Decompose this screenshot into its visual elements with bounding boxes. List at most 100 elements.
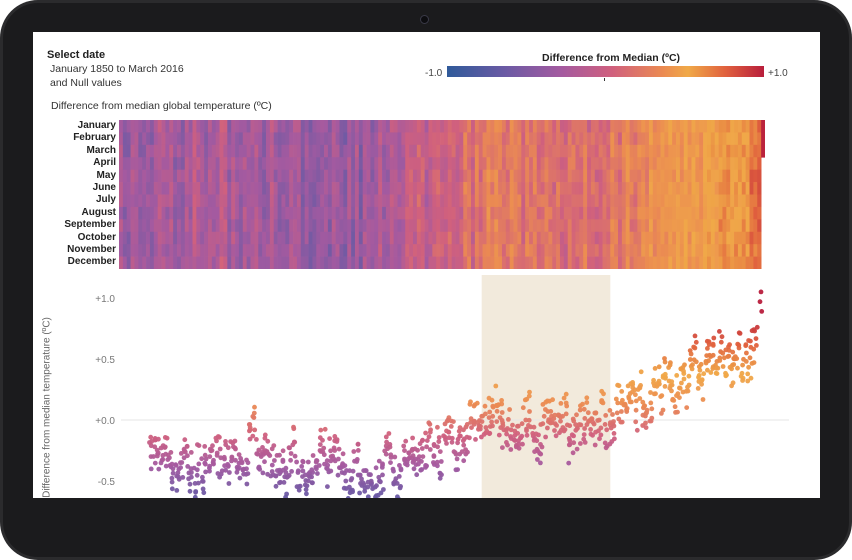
heatmap-cell [706,182,712,195]
heatmap-cell [428,206,433,220]
heatmap-cell [281,182,286,195]
heatmap-cell [382,219,387,233]
heatmap-cell [149,132,155,146]
heatmap-cell [161,144,166,158]
scatter-point [740,378,745,383]
heatmap-cell [370,169,375,183]
heatmap-cell [331,120,336,133]
heatmap-cell [556,132,561,146]
heatmap-cell [660,256,665,269]
heatmap-cell [664,244,669,257]
heatmap-cell [656,194,661,208]
heatmap-cell [416,256,422,269]
heatmap-cell [293,157,298,171]
scatter-point [691,344,697,350]
heatmap-cell [204,256,209,269]
heatmap-cell [385,219,391,233]
heatmap-cell [161,157,166,171]
heatmap-cell [672,169,677,183]
heatmap-cell [571,231,576,245]
heatmap-cell [204,132,209,146]
scatter-point [531,424,537,430]
heatmap-cell [459,219,464,233]
heatmap-cell [463,206,468,220]
heatmap-cell [594,231,600,245]
scatter-point [686,373,692,379]
heatmap-cell [153,206,159,220]
scatter-point [558,427,564,433]
heatmap-cell [238,120,244,133]
heatmap-cell [436,144,441,158]
heatmap-cell [478,194,483,208]
heatmap-cell [424,169,429,183]
heatmap-cell [714,194,719,208]
scatter-point [584,400,590,405]
heatmap-cell [525,182,530,195]
heatmap-cell [207,169,213,183]
heatmap-cell [459,182,464,195]
heatmap-cell [126,132,131,146]
heatmap-cell [335,120,340,133]
heatmap-cell [300,144,306,158]
heatmap-cell [358,169,364,183]
heatmap-cell [420,231,425,245]
scatter-point [648,390,653,395]
heatmap-cell [254,256,259,269]
heatmap-cell [579,206,584,220]
scatter-point [527,389,532,395]
heatmap-chart[interactable] [119,120,765,269]
heatmap-cell [633,231,638,245]
heatmap-cell [235,219,240,233]
heatmap-cell [335,256,340,269]
heatmap-cell [648,194,654,208]
scatter-point [585,410,591,416]
heatmap-cell [362,206,367,220]
scatter-point [294,459,299,465]
heatmap-cell [703,206,708,220]
heatmap-cell [598,169,603,183]
heatmap-cell [583,256,588,269]
heatmap-cell [393,157,398,171]
heatmap-cell [706,219,712,233]
heatmap-cell [730,194,735,208]
scatter-point [564,403,570,409]
heatmap-cell [177,182,182,195]
heatmap-cell [625,169,630,183]
scatter-point [354,457,360,462]
heatmap-cell [242,194,247,208]
heatmap-cell [722,120,727,133]
heatmap-cell [289,169,294,183]
heatmap-cell [509,157,514,171]
heatmap-cell [378,169,383,183]
scatter-point [465,449,470,455]
date-filter-range[interactable]: January 1850 to March 2016 [50,63,184,75]
heatmap-cell [602,194,607,208]
scatter-point [236,452,242,457]
heatmap-cell [157,244,162,257]
heatmap-cell [494,182,499,195]
date-filter-null-values[interactable]: and Null values [50,77,122,89]
heatmap-cell [138,144,143,158]
heatmap-cell [741,244,747,257]
heatmap-cell [741,231,747,245]
scatter-point [383,434,389,440]
heatmap-cell [153,120,159,133]
scatter-point [287,445,292,451]
heatmap-cell [618,206,623,220]
heatmap-cell [211,132,217,146]
heatmap-cell [335,182,340,195]
heatmap-cell [637,157,642,171]
heatmap-cell [296,157,302,171]
heatmap-cell [571,194,576,208]
heatmap-cell [420,219,425,233]
scatter-point [277,452,282,458]
heatmap-cell [385,182,391,195]
heatmap-cell [509,256,514,269]
scatter-point [518,435,523,441]
heatmap-cell [486,219,491,233]
heatmap-cell [556,219,561,233]
scatter-chart[interactable]: +1.0+0.5+0.0-0.5 [33,272,820,498]
heatmap-cell [416,231,422,245]
heatmap-cell [354,206,360,220]
heatmap-cell [327,157,333,171]
